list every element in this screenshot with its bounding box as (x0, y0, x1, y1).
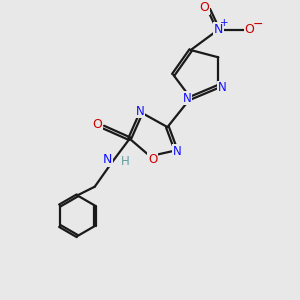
Text: +: + (220, 18, 229, 28)
Text: H: H (121, 155, 130, 169)
Text: N: N (183, 92, 192, 104)
Text: N: N (135, 105, 144, 118)
Text: N: N (214, 22, 223, 36)
Text: N: N (173, 145, 182, 158)
Text: O: O (199, 2, 209, 14)
Text: −: − (252, 18, 263, 31)
Text: O: O (148, 153, 158, 166)
Text: O: O (244, 23, 254, 36)
Text: N: N (218, 81, 226, 94)
Text: O: O (93, 118, 103, 131)
Text: N: N (103, 153, 112, 166)
